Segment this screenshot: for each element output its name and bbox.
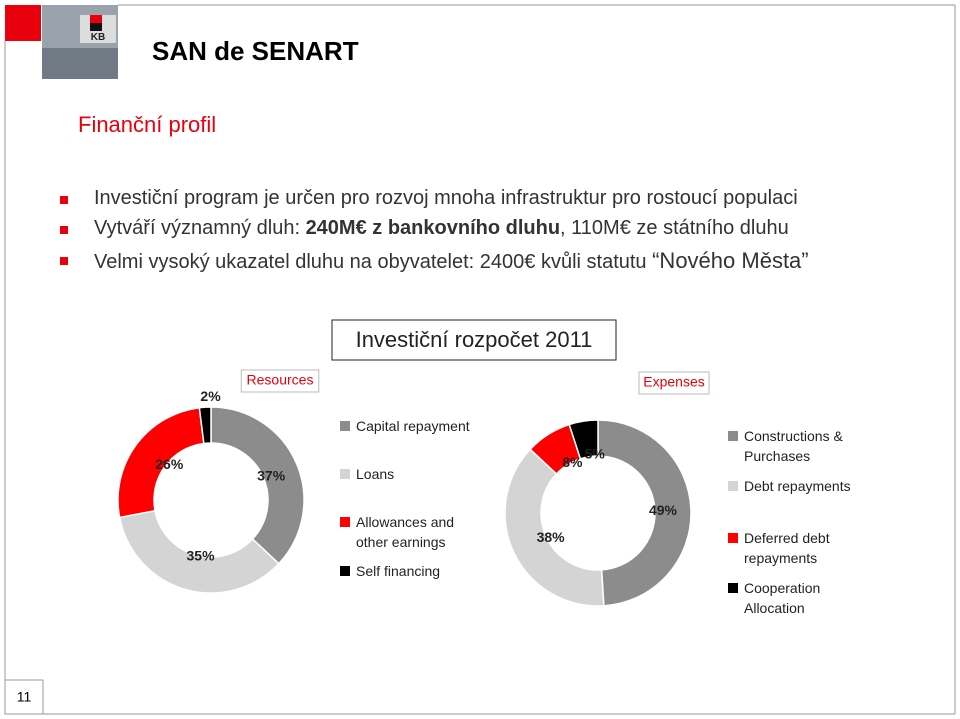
legend-swatch xyxy=(340,421,350,431)
legend-item: Loans xyxy=(340,464,471,484)
value-label: 5% xyxy=(585,445,606,461)
legend-item: Cooperation Allocation xyxy=(728,578,859,618)
donut-slice xyxy=(597,419,692,607)
legend-swatch xyxy=(340,566,350,576)
bullet-text: Vytváří významný dluh: 240M€ z bankovníh… xyxy=(94,217,789,240)
legend-swatch xyxy=(728,431,738,441)
chart-title: Resources xyxy=(247,372,314,388)
legend-swatch xyxy=(728,481,738,491)
donut-slice xyxy=(568,419,599,460)
legend-item: Self financing xyxy=(340,561,471,581)
legend-label: Self financing xyxy=(356,563,441,579)
legend-item: Debt repayments xyxy=(728,476,859,496)
legend-label: Allowances and other earnings xyxy=(356,514,455,550)
chart-title: Expenses xyxy=(643,374,704,390)
bullet-run: Investiční program je určen pro rozvoj m… xyxy=(94,187,798,209)
legend-swatch xyxy=(340,517,350,527)
bullet-run: Velmi vysoký ukazatel dluhu na obyvatele… xyxy=(94,251,653,273)
donut-slice xyxy=(504,448,605,607)
legend-label: Constructions & Purchases xyxy=(744,428,843,464)
chart-title-box xyxy=(240,369,320,393)
legend-item: Allowances and other earnings xyxy=(340,512,471,552)
legend-label: Debt repayments xyxy=(744,478,851,494)
legend-swatch xyxy=(340,469,350,479)
bullet-run: Vytváří významný dluh: xyxy=(94,217,306,239)
legend-item: Constructions & Purchases xyxy=(728,426,859,466)
logo: KB xyxy=(42,5,118,79)
bullet-run: 240M€ z bankovního dluhu xyxy=(305,217,561,239)
value-label: 26% xyxy=(155,456,184,472)
donut-slice xyxy=(198,406,212,445)
section-title: Investiční rozpočet 2011 xyxy=(356,327,593,352)
legend-swatch xyxy=(728,533,738,543)
bullet-run: , 110M€ ze státního dluhu xyxy=(560,217,789,239)
chart-title-box xyxy=(638,371,710,395)
page-number: 11 xyxy=(17,689,32,705)
donut-slice xyxy=(118,509,280,594)
legend-item: Capital repayment xyxy=(340,416,471,436)
legend-swatch xyxy=(728,583,738,593)
bullet-text: Investiční program je určen pro rozvoj m… xyxy=(94,187,798,210)
bullet-run: “Nového Města” xyxy=(652,248,809,273)
value-label: 2% xyxy=(200,388,221,404)
donut-slice xyxy=(210,406,305,565)
bullet-icon xyxy=(60,196,68,204)
value-label: 38% xyxy=(537,529,566,545)
bullet-icon xyxy=(60,257,68,265)
bullet-text: Velmi vysoký ukazatel dluhu na obyvatele… xyxy=(94,248,809,274)
bullet-icon xyxy=(60,226,68,234)
legend-label: Capital repayment xyxy=(356,418,470,434)
value-label: 35% xyxy=(187,547,216,563)
corner-square xyxy=(5,5,41,41)
page-number-box xyxy=(4,679,44,715)
legend-item: Deferred debt repayments xyxy=(728,528,859,568)
value-label: 49% xyxy=(649,502,678,518)
legend-label: Cooperation Allocation xyxy=(744,580,821,616)
slide-title: SAN de SENART xyxy=(152,36,359,66)
legend-label: Deferred debt repayments xyxy=(744,530,830,566)
value-label: 8% xyxy=(562,454,583,470)
legend-label: Loans xyxy=(356,466,395,482)
svg-text:KB: KB xyxy=(91,32,105,43)
value-label: 37% xyxy=(257,467,286,483)
slide-subtitle: Finanční profil xyxy=(78,112,216,137)
section-box xyxy=(331,319,617,361)
